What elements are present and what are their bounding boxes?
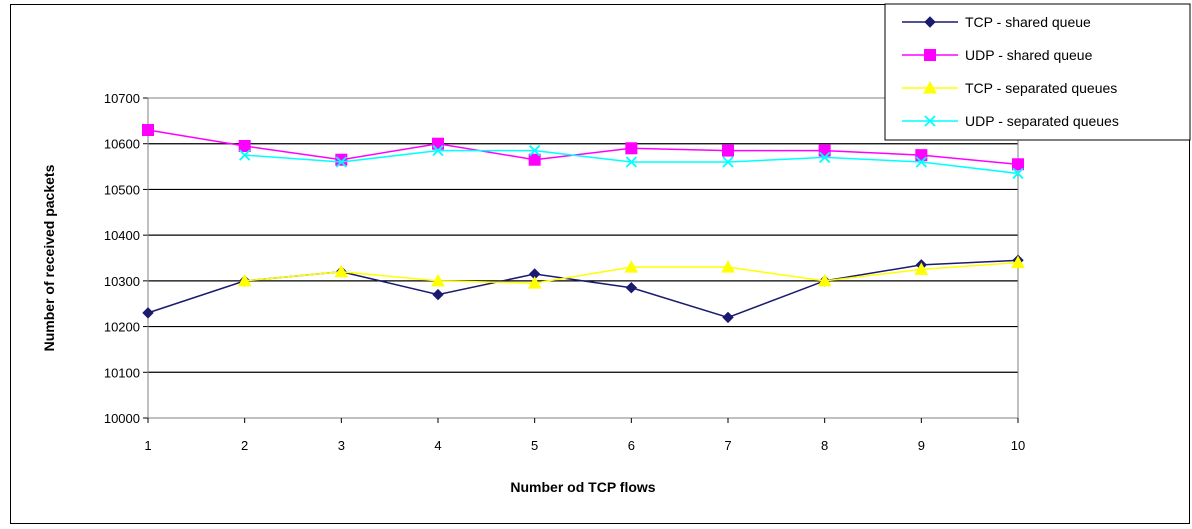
plot-area (147, 97, 1019, 419)
data-point (334, 264, 349, 278)
data-point (914, 262, 929, 275)
legend-label: UDP - shared queue (965, 47, 1093, 63)
legend-label: TCP - separated queues (965, 80, 1117, 96)
x-tick-label: 1 (144, 438, 151, 453)
y-tick-label: 10600 (104, 137, 140, 152)
series-3 (237, 255, 1025, 289)
data-point (625, 142, 638, 155)
data-point (817, 273, 832, 287)
data-point (915, 149, 928, 162)
data-point (1012, 167, 1024, 180)
legend: TCP - shared queue UDP - shared queue TCP … (884, 3, 1191, 141)
grid-lines (143, 97, 1018, 419)
series-line (147, 129, 1019, 166)
data-point (239, 149, 251, 161)
y-tick-label: 10100 (104, 365, 140, 380)
y-tick-label: 10700 (104, 91, 140, 106)
y-tick-labels: 10000 10100 10200 10300 10400 10500 10600 10700 (104, 91, 140, 426)
x-tick-label: 9 (918, 438, 925, 453)
data-point (142, 124, 154, 136)
data-point (624, 260, 639, 273)
y-axis-title: Number of received packets (41, 164, 57, 351)
data-point (432, 137, 444, 150)
data-point (1012, 158, 1024, 171)
data-point (722, 156, 734, 168)
legend-marker (924, 115, 936, 127)
y-tick-label: 10300 (104, 274, 140, 289)
data-point (431, 273, 445, 287)
data-point (432, 144, 444, 157)
data-point (238, 140, 251, 152)
x-tick-label: 6 (628, 438, 635, 453)
y-tick-label: 10000 (104, 411, 140, 426)
y-tick-label: 10200 (104, 320, 140, 335)
data-point (722, 144, 734, 157)
legend-label: UDP - separated queues (965, 113, 1119, 129)
series-1 (142, 254, 1024, 324)
data-point (819, 151, 831, 164)
x-tick-label: 7 (724, 438, 731, 453)
data-point (722, 311, 734, 324)
series-4 (239, 144, 1024, 180)
data-point (625, 282, 638, 294)
data-point (335, 153, 348, 166)
legend-marker (924, 16, 936, 28)
data-point (237, 273, 252, 287)
data-point (818, 144, 831, 157)
x-tick-label: 5 (531, 438, 538, 453)
legend-label: TCP - shared queue (965, 14, 1091, 30)
x-tick-labels: 1 2 3 4 5 6 7 8 9 10 (144, 418, 1025, 453)
data-point (527, 276, 542, 289)
x-tick-label: 8 (821, 438, 828, 453)
y-tick-label: 10500 (104, 182, 140, 197)
data-point (528, 153, 541, 166)
data-point (1011, 255, 1025, 269)
x-tick-label: 10 (1011, 438, 1025, 453)
x-tick-label: 3 (338, 438, 345, 453)
x-tick-label: 4 (434, 438, 441, 453)
data-point (625, 156, 637, 168)
y-tick-label: 10400 (104, 228, 140, 243)
series-2 (142, 124, 1024, 171)
data-point (915, 156, 927, 168)
series-layer (142, 124, 1025, 324)
x-axis-title: Number od TCP flows (510, 479, 655, 495)
data-point (529, 144, 541, 157)
data-point (432, 288, 444, 301)
legend-marker (923, 80, 937, 94)
data-point (721, 260, 735, 273)
legend-marker (924, 49, 936, 61)
legend-box (884, 3, 1191, 141)
series-line (147, 259, 1019, 319)
data-point (142, 307, 154, 319)
x-tick-label: 2 (241, 438, 248, 453)
data-point (335, 156, 347, 168)
